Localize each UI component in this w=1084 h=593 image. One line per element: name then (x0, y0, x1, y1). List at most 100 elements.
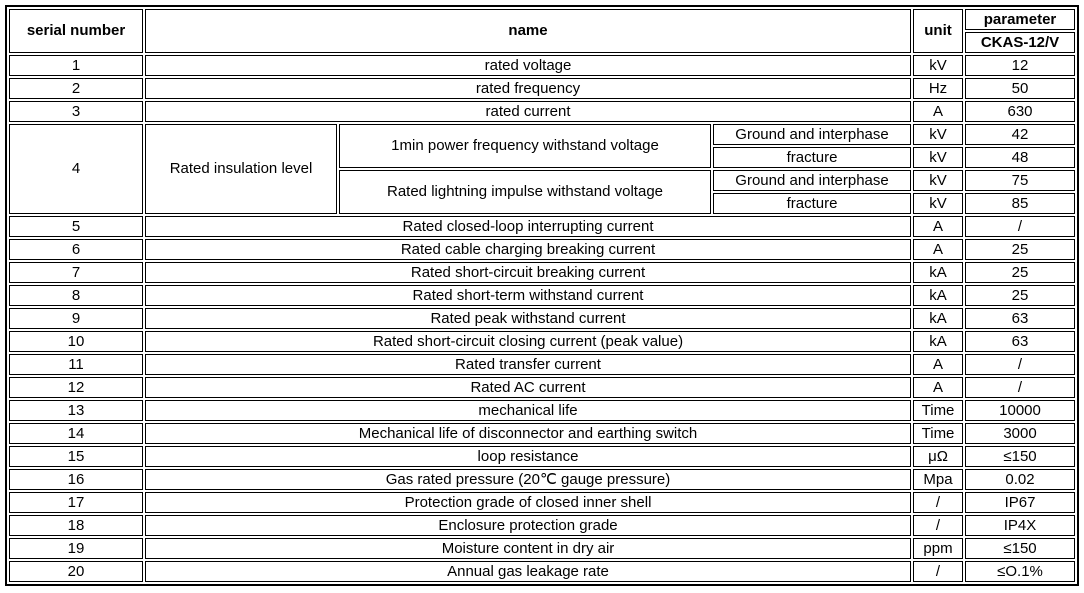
cell-name: Rated peak withstand current (145, 308, 912, 329)
table-row-insulation: 4 Rated insulation level 1min power freq… (9, 124, 1076, 214)
header-serial-number: serial number (9, 9, 143, 53)
header-unit: unit (913, 9, 964, 53)
cell-value: 63 (965, 308, 1076, 329)
table-row: 11 Rated transfer current A / (9, 354, 1076, 375)
cell-unit: kV (913, 124, 964, 145)
table-row: 6 Rated cable charging breaking current … (9, 239, 1076, 260)
table-row: 13 mechanical life Time 10000 (9, 400, 1076, 421)
cell-serial: 8 (9, 285, 143, 306)
cell-name: Moisture content in dry air (145, 538, 912, 559)
cell-serial: 12 (9, 377, 143, 398)
cell-unit: Hz (913, 78, 964, 99)
cell-value: 75 (965, 170, 1076, 191)
header-parameter: parameter (965, 9, 1076, 30)
cell-unit: μΩ (913, 446, 964, 467)
cell-value: / (965, 377, 1076, 398)
cell-scope: fracture (713, 147, 912, 168)
cell-value: 10000 (965, 400, 1076, 421)
cell-unit: kV (913, 170, 964, 191)
cell-value: 48 (965, 147, 1076, 168)
cell-serial: 1 (9, 55, 143, 76)
cell-unit: Time (913, 423, 964, 444)
cell-name: rated voltage (145, 55, 912, 76)
cell-value: 25 (965, 262, 1076, 283)
table-row: 14 Mechanical life of disconnector and e… (9, 423, 1076, 444)
header-model: CKAS-12/V (965, 32, 1076, 53)
table-row: 10 Rated short-circuit closing current (… (9, 331, 1076, 352)
cell-insulation-category: Rated insulation level (145, 124, 337, 214)
table-row: 12 Rated AC current A / (9, 377, 1076, 398)
cell-name: Rated closed-loop interrupting current (145, 216, 912, 237)
table-row: 19 Moisture content in dry air ppm ≤150 (9, 538, 1076, 559)
table-row: 9 Rated peak withstand current kA 63 (9, 308, 1076, 329)
cell-unit: A (913, 354, 964, 375)
cell-serial: 15 (9, 446, 143, 467)
header-model-row: CKAS-12/V (9, 32, 1076, 53)
cell-name: Rated short-circuit breaking current (145, 262, 912, 283)
cell-value: / (965, 354, 1076, 375)
cell-unit: kA (913, 331, 964, 352)
cell-scope: Ground and interphase (713, 124, 912, 145)
cell-value: ≤O.1% (965, 561, 1076, 582)
table-row: 1 rated voltage kV 12 (9, 55, 1076, 76)
cell-name: rated frequency (145, 78, 912, 99)
cell-value: / (965, 216, 1076, 237)
cell-serial: 3 (9, 101, 143, 122)
cell-serial: 7 (9, 262, 143, 283)
table-row: 16 Gas rated pressure (20℃ gauge pressur… (9, 469, 1076, 490)
cell-serial: 11 (9, 354, 143, 375)
table-row: 3 rated current A 630 (9, 101, 1076, 122)
cell-serial: 6 (9, 239, 143, 260)
cell-value: 0.02 (965, 469, 1076, 490)
cell-unit: kV (913, 55, 964, 76)
cell-value: 63 (965, 331, 1076, 352)
cell-name: Rated short-term withstand current (145, 285, 912, 306)
table-row-insulation: fracture kV 48 (9, 147, 1076, 168)
table-row: 8 Rated short-term withstand current kA … (9, 285, 1076, 306)
cell-unit: kA (913, 285, 964, 306)
cell-name: Rated transfer current (145, 354, 912, 375)
table-row-insulation: fracture kV 85 (9, 193, 1076, 214)
cell-unit: Mpa (913, 469, 964, 490)
cell-value: IP67 (965, 492, 1076, 513)
cell-serial: 14 (9, 423, 143, 444)
cell-serial: 17 (9, 492, 143, 513)
cell-value: ≤150 (965, 446, 1076, 467)
table-row: 18 Enclosure protection grade / IP4X (9, 515, 1076, 536)
cell-value: 25 (965, 285, 1076, 306)
cell-name: Mechanical life of disconnector and eart… (145, 423, 912, 444)
spec-table: serial number name unit parameter CKAS-1… (5, 5, 1080, 586)
cell-name: Rated short-circuit closing current (pea… (145, 331, 912, 352)
cell-unit: A (913, 239, 964, 260)
cell-value: ≤150 (965, 538, 1076, 559)
cell-serial: 20 (9, 561, 143, 582)
cell-test-name: 1min power frequency withstand voltage (339, 124, 711, 168)
cell-value: IP4X (965, 515, 1076, 536)
cell-unit: kA (913, 262, 964, 283)
cell-name: mechanical life (145, 400, 912, 421)
header-name: name (145, 9, 912, 53)
cell-value: 42 (965, 124, 1076, 145)
cell-name: Rated AC current (145, 377, 912, 398)
table-row-insulation: Rated lightning impulse withstand voltag… (9, 170, 1076, 214)
cell-unit: / (913, 561, 964, 582)
cell-serial: 5 (9, 216, 143, 237)
cell-serial: 9 (9, 308, 143, 329)
table-row: 7 Rated short-circuit breaking current k… (9, 262, 1076, 283)
cell-value: 50 (965, 78, 1076, 99)
cell-test-name: Rated lightning impulse withstand voltag… (339, 170, 711, 214)
cell-serial: 13 (9, 400, 143, 421)
cell-name: Rated cable charging breaking current (145, 239, 912, 260)
cell-value: 25 (965, 239, 1076, 260)
cell-value: 3000 (965, 423, 1076, 444)
cell-unit: A (913, 101, 964, 122)
cell-unit: kV (913, 147, 964, 168)
cell-scope: Ground and interphase (713, 170, 912, 191)
cell-scope: fracture (713, 193, 912, 214)
table-row: 15 loop resistance μΩ ≤150 (9, 446, 1076, 467)
table-row: 5 Rated closed-loop interrupting current… (9, 216, 1076, 237)
cell-serial: 19 (9, 538, 143, 559)
table-row: 20 Annual gas leakage rate / ≤O.1% (9, 561, 1076, 582)
cell-unit: kV (913, 193, 964, 214)
header-row: serial number name unit parameter (9, 9, 1076, 53)
